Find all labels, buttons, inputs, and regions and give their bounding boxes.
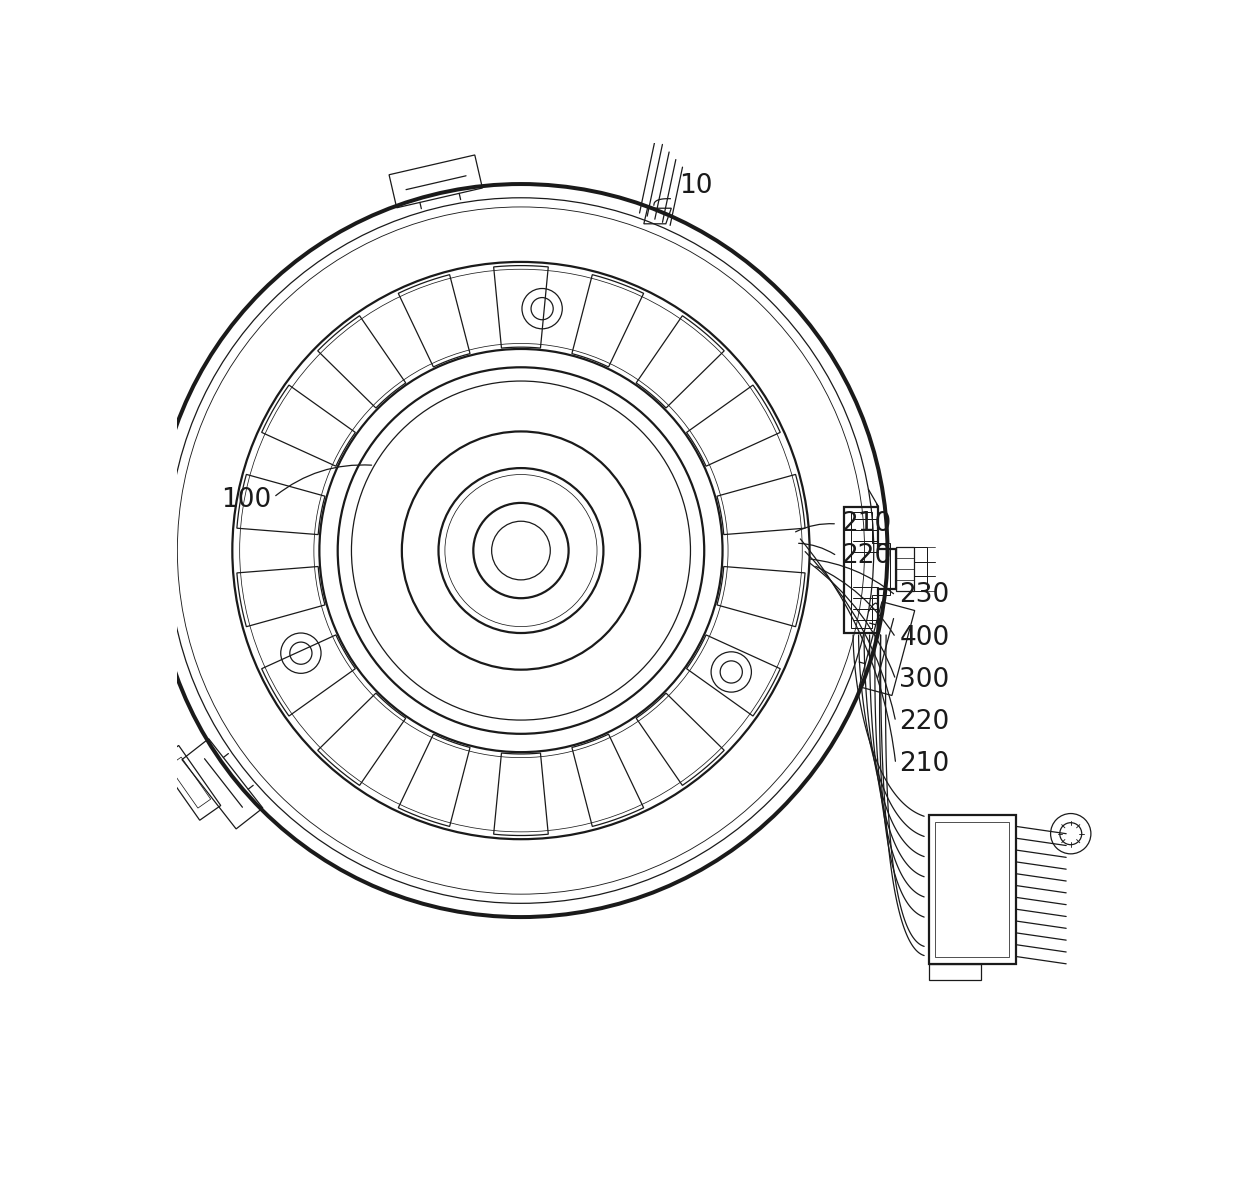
Text: 220: 220 <box>899 709 950 735</box>
Text: 210: 210 <box>899 751 950 777</box>
Text: 210: 210 <box>841 511 892 537</box>
Text: 230: 230 <box>899 582 950 608</box>
Text: 300: 300 <box>899 666 950 693</box>
Text: 100: 100 <box>221 487 272 513</box>
Text: 10: 10 <box>680 173 713 199</box>
Text: 400: 400 <box>899 625 950 651</box>
Text: 220: 220 <box>841 543 892 569</box>
